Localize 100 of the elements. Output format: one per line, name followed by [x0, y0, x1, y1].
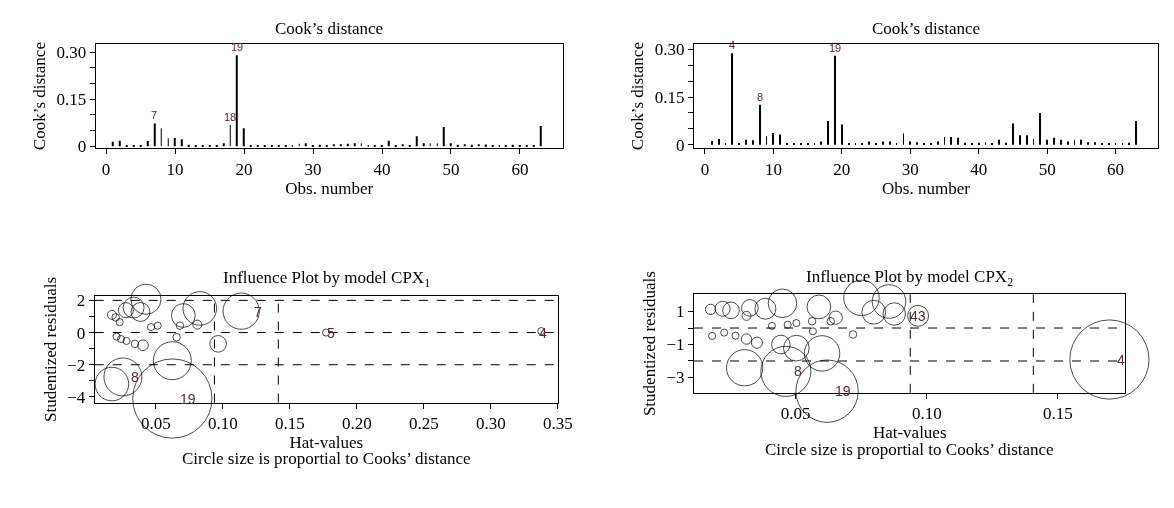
bar — [1012, 123, 1015, 145]
annotation: 8 — [794, 363, 802, 379]
bar — [1080, 139, 1083, 145]
y-tick-label: 0.15 — [56, 90, 87, 110]
x-tick-label: 50 — [1038, 159, 1056, 179]
bar — [807, 142, 810, 145]
bar — [971, 142, 974, 145]
x-tick-label: 0.05 — [780, 404, 811, 424]
bar — [463, 144, 466, 147]
bar — [187, 144, 190, 147]
x-tick-label: 0.10 — [207, 413, 238, 433]
bar — [957, 137, 960, 145]
bar — [470, 144, 473, 147]
x-axis-title: Hat-values — [289, 432, 364, 452]
bar — [180, 139, 183, 147]
bar — [772, 132, 775, 145]
y-axis-title: Cook’s distance — [30, 42, 50, 151]
bar — [1087, 142, 1090, 145]
x-tick-label: 10 — [764, 159, 782, 179]
x-axis-title: Hat-values — [872, 423, 947, 443]
annotation: 19 — [231, 41, 244, 53]
annotation: 19 — [829, 42, 842, 54]
bar — [235, 55, 238, 147]
chart-title: Cook’s distance — [275, 19, 384, 38]
bar — [477, 144, 480, 147]
bar — [875, 142, 878, 145]
chart-title: Influence Plot by model CPX$_{2}$ — [806, 267, 1014, 289]
bar — [909, 141, 912, 145]
bar — [820, 141, 823, 145]
bar — [504, 144, 507, 147]
bar — [408, 144, 411, 147]
y-tick-label: 0.15 — [654, 88, 685, 108]
bar — [208, 144, 211, 147]
bar — [950, 137, 953, 145]
x-tick-label: 0.15 — [274, 413, 305, 433]
y-tick-label: 0 — [676, 135, 685, 155]
bar — [539, 125, 542, 147]
bar — [249, 144, 252, 147]
bar — [786, 142, 789, 145]
x-axis-title: Obs. number — [882, 178, 971, 198]
bar — [930, 142, 933, 145]
bar — [1019, 135, 1022, 145]
bar — [1005, 142, 1008, 145]
annotation: 8 — [757, 91, 764, 103]
bar — [132, 144, 135, 147]
bar — [491, 144, 494, 147]
bar — [1108, 142, 1111, 145]
x-tick-label: 0.05 — [140, 413, 171, 433]
y-tick-label: 0.30 — [56, 43, 87, 63]
bar — [277, 144, 280, 147]
bar — [1053, 137, 1056, 145]
x-tick-label: 20 — [235, 159, 253, 179]
bar — [125, 144, 128, 147]
bar — [916, 142, 919, 145]
bar — [1128, 142, 1131, 145]
bar — [263, 144, 266, 147]
x-axis-title: Obs. number — [285, 178, 374, 198]
bar — [242, 128, 245, 147]
bar — [332, 144, 335, 147]
bar — [752, 140, 755, 145]
bar — [834, 55, 837, 145]
annotation: 8 — [131, 369, 139, 385]
bar — [484, 144, 487, 147]
x-tick-label: 0.15 — [1043, 404, 1073, 424]
x-tick-label: 50 — [442, 159, 460, 179]
bar — [318, 144, 321, 147]
x-tick-label: 0.25 — [408, 413, 439, 433]
bar — [518, 144, 521, 147]
bar — [284, 144, 287, 147]
bar — [353, 143, 356, 147]
bar — [964, 142, 967, 145]
text: Circle size is proportial to Cooks’ distance — [765, 440, 1054, 459]
y-tick-label: 1 — [676, 302, 685, 322]
bar — [215, 144, 218, 147]
bar — [998, 139, 1001, 145]
bar — [759, 104, 762, 145]
bar — [923, 142, 926, 145]
bar — [800, 142, 803, 145]
bar — [1039, 112, 1042, 145]
x-tick-label: 40 — [373, 159, 391, 179]
bar — [422, 143, 425, 147]
bar — [256, 144, 259, 147]
bar — [415, 136, 418, 147]
bar — [745, 139, 748, 145]
bar — [861, 142, 864, 145]
x-tick-label: 60 — [511, 159, 529, 179]
bar — [718, 139, 721, 145]
bar — [848, 142, 851, 145]
x-tick-label: 0.35 — [542, 413, 573, 433]
x-tick-label: 0.20 — [341, 413, 372, 433]
annotation: 7 — [151, 109, 158, 121]
chart-title: Influence Plot by model CPX$_{1}$ — [223, 268, 431, 290]
y-axis-title: Cook’s distance — [628, 42, 648, 151]
bar — [525, 144, 528, 147]
bar — [394, 144, 397, 147]
text: Circle size is proportial to Cooks’ distance — [182, 449, 471, 468]
y-axis-title: Studentized residuals — [40, 276, 60, 422]
bar — [153, 123, 156, 147]
x-tick-label: 30 — [304, 159, 322, 179]
bar — [401, 144, 404, 147]
